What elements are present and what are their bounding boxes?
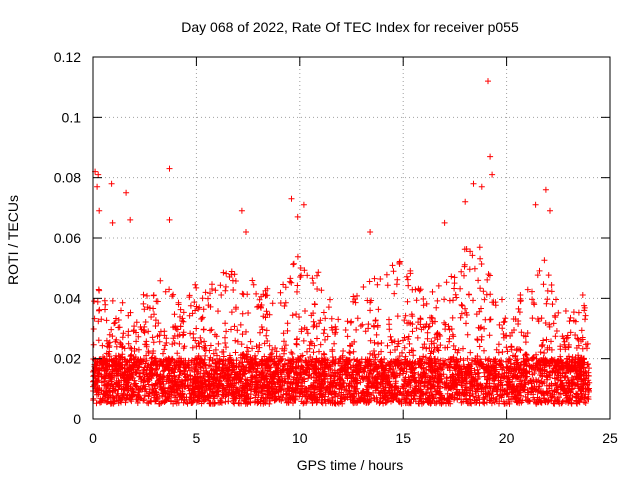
axis-ticks [92,56,611,420]
y-axis-label: ROTI / TECUs [5,195,21,285]
x-axis-label: GPS time / hours [297,457,404,473]
x-tick-label: 5 [193,430,201,446]
y-tick-label: 0.02 [54,351,81,367]
x-tick-labels: 0 5 10 15 20 25 [89,430,618,446]
x-tick-label: 20 [499,430,515,446]
y-tick-label: 0.08 [54,170,81,186]
y-tick-labels: 0 0.02 0.04 0.06 0.08 0.1 0.12 [54,49,81,427]
scatter-points [90,78,593,407]
x-tick-label: 0 [89,430,97,446]
data-points [90,78,593,407]
x-tick-label: 15 [395,430,411,446]
y-tick-label: 0.12 [54,49,81,65]
chart-title: Day 068 of 2022, Rate Of TEC Index for r… [181,19,519,35]
y-tick-label: 0.06 [54,230,81,246]
grid-lines [93,57,610,419]
x-tick-label: 25 [602,430,618,446]
y-tick-label: 0.04 [54,290,81,306]
y-tick-label: 0.1 [62,109,82,125]
x-tick-label: 10 [292,430,308,446]
y-tick-label: 0 [73,411,81,427]
